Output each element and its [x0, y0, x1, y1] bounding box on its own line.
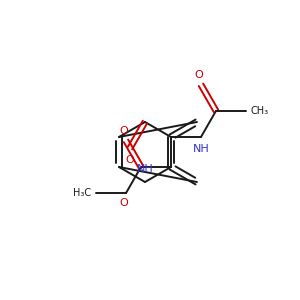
Text: NH: NH	[193, 144, 209, 154]
Text: NH: NH	[136, 164, 153, 174]
Text: O: O	[119, 198, 128, 208]
Text: CH₃: CH₃	[251, 106, 269, 116]
Text: H₃C: H₃C	[73, 188, 91, 198]
Text: O: O	[120, 126, 128, 136]
Text: O: O	[195, 70, 203, 80]
Text: O: O	[126, 155, 134, 165]
